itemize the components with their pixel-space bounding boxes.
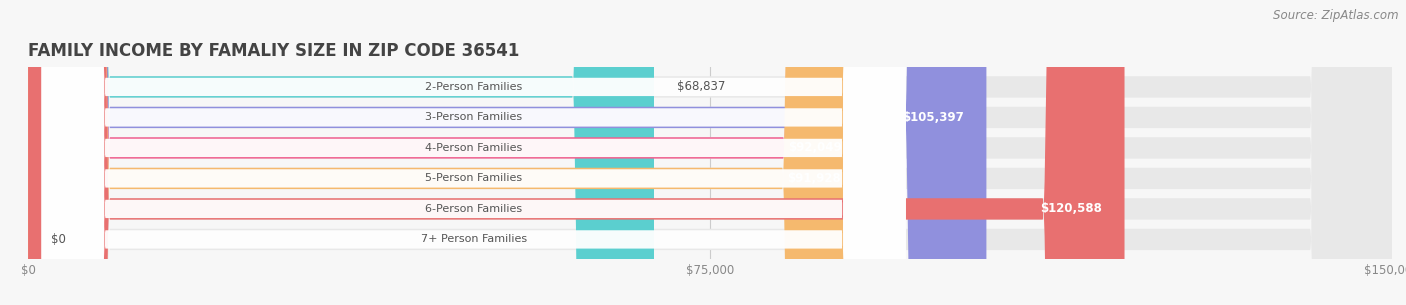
FancyBboxPatch shape [28, 0, 654, 305]
FancyBboxPatch shape [28, 0, 1392, 305]
FancyBboxPatch shape [28, 0, 1392, 305]
Text: FAMILY INCOME BY FAMALIY SIZE IN ZIP CODE 36541: FAMILY INCOME BY FAMALIY SIZE IN ZIP COD… [28, 42, 519, 60]
Text: 2-Person Families: 2-Person Families [425, 82, 522, 92]
FancyBboxPatch shape [42, 0, 905, 305]
FancyBboxPatch shape [28, 0, 1392, 305]
FancyBboxPatch shape [28, 0, 987, 305]
Text: $91,928: $91,928 [787, 172, 841, 185]
FancyBboxPatch shape [28, 0, 1392, 305]
Text: 5-Person Families: 5-Person Families [425, 174, 522, 183]
FancyBboxPatch shape [42, 0, 905, 305]
Text: 7+ Person Families: 7+ Person Families [420, 235, 527, 244]
FancyBboxPatch shape [28, 0, 1392, 305]
Text: 6-Person Families: 6-Person Families [425, 204, 522, 214]
FancyBboxPatch shape [28, 0, 865, 305]
FancyBboxPatch shape [28, 0, 1392, 305]
FancyBboxPatch shape [28, 0, 863, 305]
Text: $120,588: $120,588 [1040, 203, 1102, 215]
Text: $68,837: $68,837 [676, 81, 725, 93]
Text: 4-Person Families: 4-Person Families [425, 143, 522, 153]
Text: Source: ZipAtlas.com: Source: ZipAtlas.com [1274, 9, 1399, 22]
FancyBboxPatch shape [28, 0, 1125, 305]
Text: $0: $0 [51, 233, 66, 246]
FancyBboxPatch shape [42, 0, 905, 305]
FancyBboxPatch shape [42, 0, 905, 305]
Text: 3-Person Families: 3-Person Families [425, 113, 522, 122]
FancyBboxPatch shape [42, 0, 905, 305]
Text: $105,397: $105,397 [901, 111, 963, 124]
FancyBboxPatch shape [42, 0, 905, 305]
Text: $92,049: $92,049 [789, 142, 842, 154]
